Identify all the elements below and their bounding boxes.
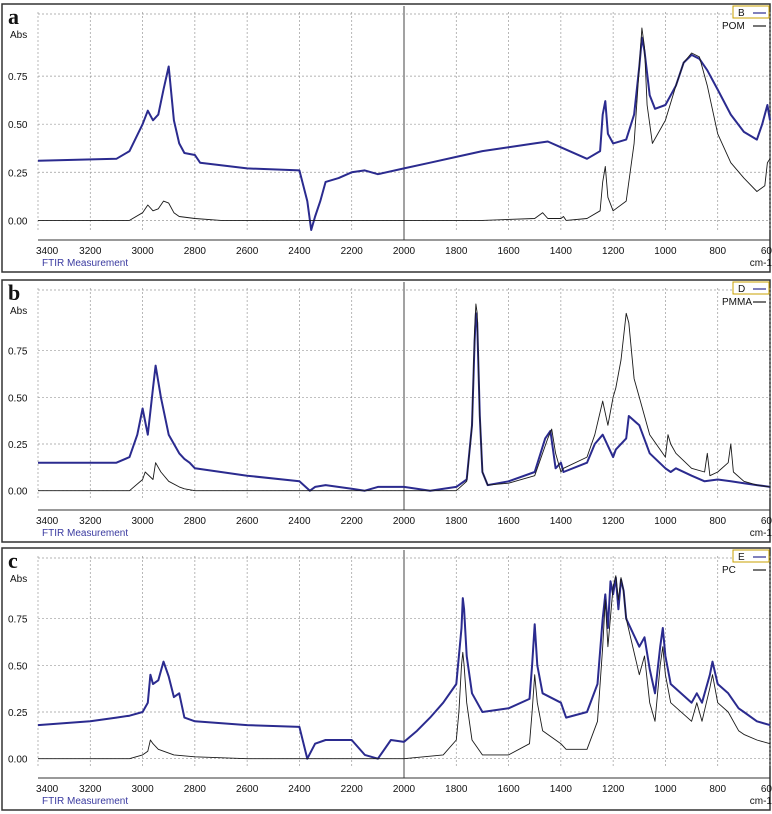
x-tick-label: 1200	[602, 246, 625, 257]
x-unit-label: cm-1	[750, 528, 772, 539]
y-axis-label: Abs	[10, 30, 27, 41]
legend-label: E	[738, 552, 745, 563]
legend-label: POM	[722, 21, 745, 32]
panel-label: c	[8, 548, 18, 573]
series-line-pom	[38, 27, 771, 221]
x-tick-label: 60	[761, 784, 772, 795]
x-tick-label: 3200	[79, 516, 102, 527]
x-tick-label: 1200	[602, 516, 625, 527]
legend-label: PMMA	[722, 297, 752, 308]
legend-label: B	[738, 8, 745, 19]
y-tick-label: 0.50	[8, 120, 28, 131]
x-tick-label: 1800	[445, 246, 468, 257]
x-tick-label: 3200	[79, 784, 102, 795]
x-tick-label: 2600	[236, 784, 259, 795]
footer-label: FTIR Measurement	[42, 528, 128, 539]
x-tick-label: 1400	[550, 784, 573, 795]
x-tick-label: 800	[709, 246, 726, 257]
y-tick-label: 0.50	[8, 661, 28, 672]
panel-label-bg	[3, 549, 25, 573]
x-tick-label: 2200	[341, 516, 364, 527]
y-axis-label: Abs	[10, 574, 27, 585]
y-tick-label: 0.00	[8, 487, 28, 498]
panel-frame	[1, 3, 771, 273]
x-tick-label: 2400	[288, 246, 311, 257]
panel-a: 0.00 0.25 0.50 0.75 Abs 3400 3200 3000 2800 2600 2…	[1, 3, 772, 273]
x-tick-label: 2000	[393, 246, 416, 257]
y-tick-label: 0.00	[8, 216, 28, 227]
panel-label: b	[8, 280, 20, 305]
x-tick-label: 3400	[36, 784, 59, 795]
x-tick-label: 1200	[602, 784, 625, 795]
legend-label: PC	[722, 565, 736, 576]
panel-b: 0.00 0.25 0.50 0.75 Abs 3400 3200 3000 2800 2600 2…	[1, 279, 772, 543]
legend-box	[732, 549, 770, 563]
x-tick-label: 2000	[393, 784, 416, 795]
x-tick-label: 1600	[497, 246, 520, 257]
x-tick-label: 1600	[497, 516, 520, 527]
x-tick-label: 3400	[36, 246, 59, 257]
x-tick-label: 3000	[131, 246, 154, 257]
y-tick-label: 0.00	[8, 755, 28, 766]
x-tick-label: 2800	[184, 784, 207, 795]
x-tick-label: 1600	[497, 784, 520, 795]
x-tick-label: 2200	[341, 784, 364, 795]
x-tick-label: 1800	[445, 784, 468, 795]
x-tick-label: 1400	[550, 516, 573, 527]
x-tick-label: 1000	[654, 516, 677, 527]
y-tick-label: 0.25	[8, 440, 28, 451]
x-tick-label: 3000	[131, 784, 154, 795]
legend-box	[732, 281, 770, 295]
x-tick-label: 60	[761, 246, 772, 257]
y-tick-label: 0.25	[8, 708, 28, 719]
x-tick-label: 1000	[654, 246, 677, 257]
x-tick-label: 2000	[393, 516, 416, 527]
y-tick-label: 0.75	[8, 347, 28, 358]
series-line-e	[37, 576, 771, 760]
footer-label: FTIR Measurement	[42, 796, 128, 807]
panel-frame	[1, 547, 771, 811]
x-tick-label: 2800	[184, 246, 207, 257]
panel-label: a	[8, 4, 19, 29]
y-tick-label: 0.25	[8, 168, 28, 179]
y-tick-label: 0.75	[8, 615, 28, 626]
x-unit-label: cm-1	[750, 796, 772, 807]
x-tick-label: 3000	[131, 516, 154, 527]
x-tick-label: 800	[709, 516, 726, 527]
series-line-pmma	[38, 303, 771, 492]
x-tick-label: 800	[709, 784, 726, 795]
x-tick-label: 2200	[341, 246, 364, 257]
x-tick-label: 3200	[79, 246, 102, 257]
x-tick-label: 2400	[288, 516, 311, 527]
panel-frame	[1, 279, 771, 543]
x-tick-label: 2600	[236, 516, 259, 527]
footer-label: FTIR Measurement	[42, 258, 128, 269]
x-tick-label: 1000	[654, 784, 677, 795]
x-tick-label: 60	[761, 516, 772, 527]
y-tick-label: 0.50	[8, 393, 28, 404]
panel-c: 0.00 0.25 0.50 0.75 Abs 3400 3200 3000 2800 2600 2…	[1, 547, 772, 811]
x-tick-label: 1800	[445, 516, 468, 527]
y-tick-label: 0.75	[8, 72, 28, 83]
x-tick-label: 1400	[550, 246, 573, 257]
legend-box	[732, 5, 770, 19]
x-unit-label: cm-1	[750, 258, 772, 269]
legend-label: D	[738, 284, 745, 295]
panel-label-bg	[3, 281, 25, 305]
x-tick-label: 2600	[236, 246, 259, 257]
x-tick-label: 3400	[36, 516, 59, 527]
x-tick-label: 2400	[288, 784, 311, 795]
series-line-pc	[38, 575, 771, 760]
y-axis-label: Abs	[10, 306, 27, 317]
panel-label-bg	[3, 5, 25, 29]
x-tick-label: 2800	[184, 516, 207, 527]
